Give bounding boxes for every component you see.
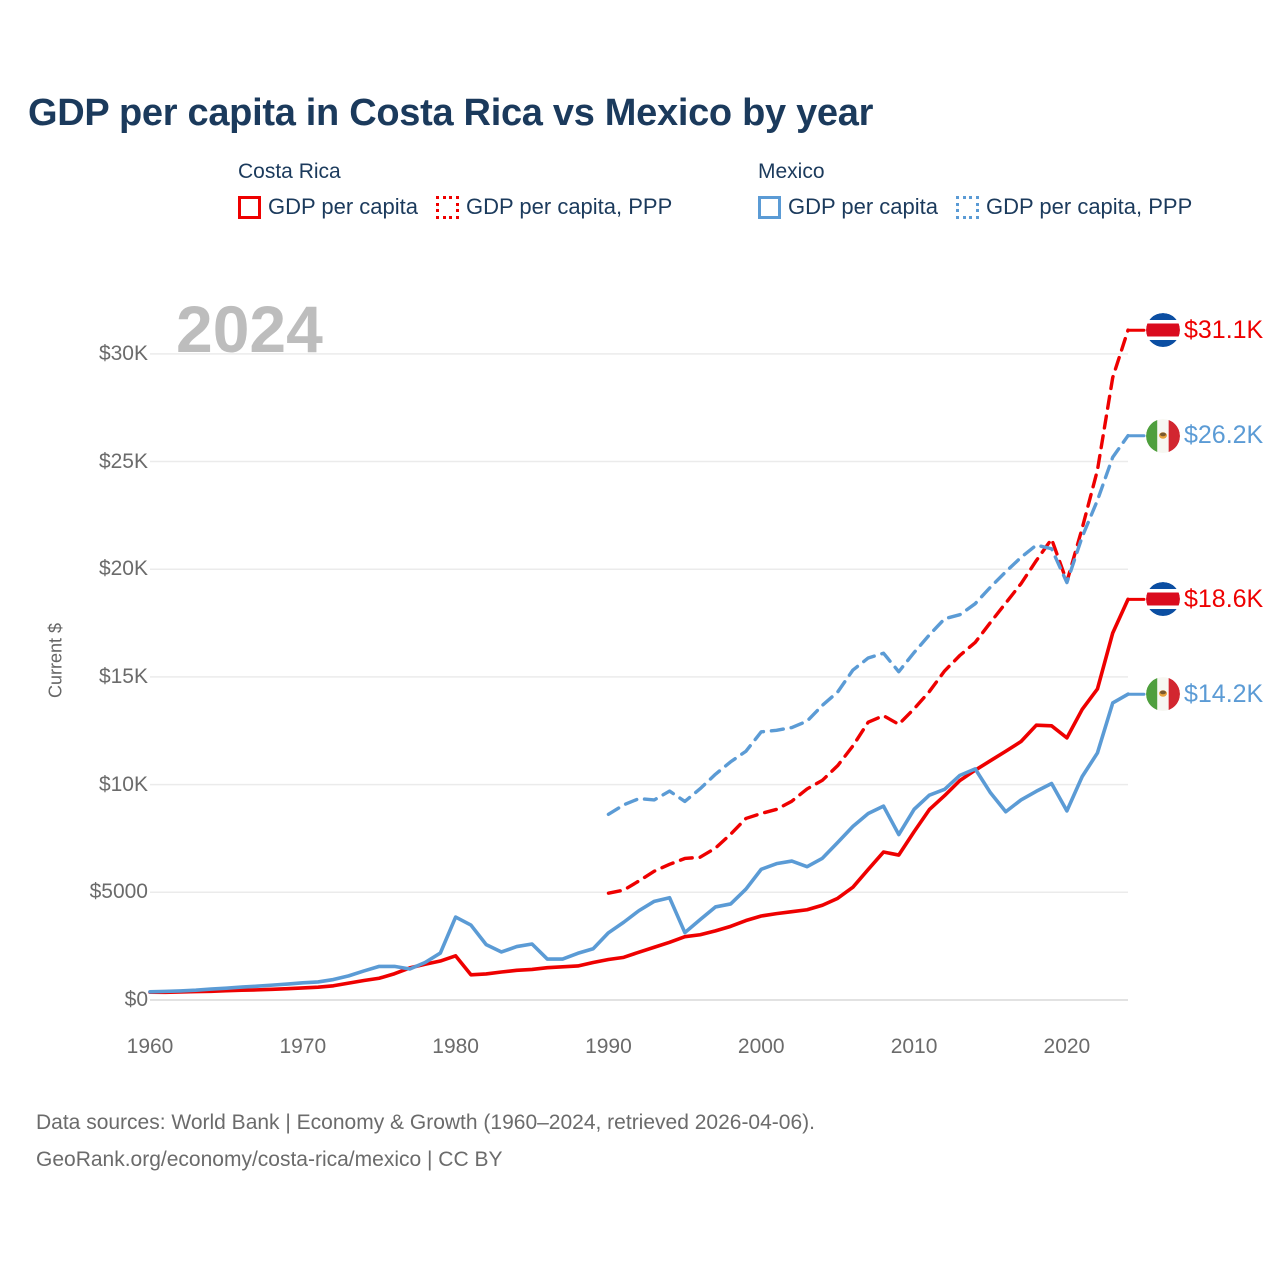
legend-item-costa-rica-gdp-ppp[interactable]: GDP per capita, PPP bbox=[436, 194, 672, 220]
mexico-flag-icon bbox=[1146, 418, 1180, 453]
series-line bbox=[148, 692, 1130, 994]
legend-group-mexico: Mexico GDP per capita GDP per capita, PP… bbox=[758, 160, 1192, 220]
series-lines bbox=[148, 328, 1130, 995]
chart-title: GDP per capita in Costa Rica vs Mexico b… bbox=[28, 92, 874, 134]
legend-item-costa-rica-gdp[interactable]: GDP per capita bbox=[238, 194, 418, 220]
series-line bbox=[606, 433, 1130, 817]
y-tick-label: $15K bbox=[98, 664, 148, 688]
mexico-flag-icon bbox=[1146, 677, 1180, 712]
end-label-mexico: $26.2K bbox=[1146, 418, 1264, 453]
legend-item-mexico-gdp[interactable]: GDP per capita bbox=[758, 194, 938, 220]
x-tick-label: 2000 bbox=[737, 1035, 785, 1058]
legend-label-costa-rica-gdp: GDP per capita bbox=[268, 194, 419, 219]
gridlines bbox=[150, 353, 1128, 1001]
legend-country-mexico: Mexico bbox=[758, 160, 825, 183]
legend-swatch-dotted-red-icon bbox=[436, 195, 460, 219]
label-connectors bbox=[1126, 328, 1146, 696]
end-label-costa-rica: $31.1K bbox=[1146, 313, 1264, 348]
end-label-mexico: $14.2K bbox=[1146, 677, 1264, 712]
y-tick-label: $25K bbox=[98, 449, 148, 473]
legend-label-costa-rica-gdp-ppp: GDP per capita, PPP bbox=[466, 194, 673, 219]
x-tick-label: 1970 bbox=[279, 1035, 327, 1058]
footer-attribution: Data sources: World Bank | Economy & Gro… bbox=[36, 1105, 815, 1179]
end-label-value: $31.1K bbox=[1184, 315, 1264, 344]
x-tick-label: 2010 bbox=[890, 1035, 938, 1058]
x-tick-label: 1980 bbox=[432, 1035, 479, 1058]
y-tick-label: $0 bbox=[124, 988, 148, 1011]
end-label-costa-rica: $18.6K bbox=[1146, 582, 1264, 617]
legend-swatch-dotted-blue-icon bbox=[956, 195, 980, 219]
legend-country-costa-rica: Costa Rica bbox=[238, 160, 341, 183]
legend-label-mexico-gdp-ppp: GDP per capita, PPP bbox=[986, 194, 1193, 219]
year-watermark: 2024 bbox=[176, 292, 323, 366]
end-label-value: $26.2K bbox=[1184, 421, 1264, 450]
x-tick-label: 1990 bbox=[585, 1035, 632, 1058]
footer-line-1: Data sources: World Bank | Economy & Gro… bbox=[36, 1111, 815, 1134]
legend-label-mexico-gdp: GDP per capita bbox=[788, 194, 939, 219]
legend-item-mexico-gdp-ppp[interactable]: GDP per capita, PPP bbox=[956, 194, 1192, 220]
end-label-value: $14.2K bbox=[1184, 679, 1264, 708]
y-tick-label: $20K bbox=[98, 557, 148, 581]
legend-swatch-solid-red-icon bbox=[238, 195, 261, 219]
costa-rica-flag-icon bbox=[1146, 313, 1180, 348]
x-axis-ticks: 1960 1970 1980 1990 2000 2010 2020 bbox=[0, 1035, 1280, 1069]
y-tick-label: $10K bbox=[98, 772, 148, 796]
y-axis-ticks: $0 $5000 $10K $15K $20K $25K $30K bbox=[0, 0, 148, 1280]
footer-line-2: GeoRank.org/economy/costa-rica/mexico | … bbox=[36, 1147, 503, 1171]
chart-legend: Costa Rica GDP per capita GDP per capita… bbox=[0, 160, 1280, 242]
legend-swatch-solid-blue-icon bbox=[758, 195, 781, 219]
x-tick-label: 1960 bbox=[126, 1035, 174, 1058]
series-line bbox=[606, 328, 1130, 895]
costa-rica-flag-icon bbox=[1146, 582, 1180, 617]
end-label-value: $18.6K bbox=[1184, 584, 1264, 613]
y-tick-label: $5000 bbox=[89, 880, 148, 904]
series-line bbox=[148, 597, 1130, 995]
y-tick-label: $30K bbox=[98, 341, 148, 365]
legend-group-costa-rica: Costa Rica GDP per capita GDP per capita… bbox=[238, 160, 672, 220]
x-tick-label: 2020 bbox=[1043, 1035, 1091, 1058]
